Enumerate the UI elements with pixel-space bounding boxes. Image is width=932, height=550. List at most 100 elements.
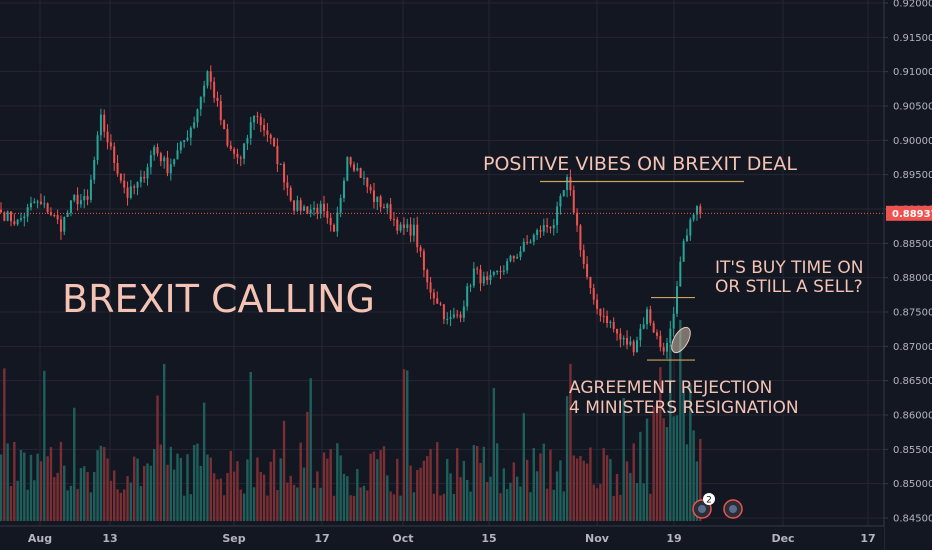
candle-body: [456, 314, 459, 316]
volume-bar: [579, 456, 582, 521]
volume-bar: [172, 469, 176, 521]
candle-body: [586, 263, 589, 277]
volume-bar: [649, 493, 652, 521]
candle-body: [632, 341, 635, 353]
time-axis-background[interactable]: [0, 526, 884, 550]
volume-bar: [432, 493, 436, 521]
volume-bar: [502, 468, 506, 521]
volume-bar: [312, 487, 316, 521]
candle-body: [63, 217, 66, 232]
candle-body: [466, 286, 469, 307]
volume-bar: [629, 472, 632, 521]
event-marker-group[interactable]: 2: [692, 493, 743, 519]
candle-body: [552, 225, 555, 229]
price-axis-background[interactable]: [884, 0, 932, 550]
volume-bar: [439, 495, 442, 521]
candle-body: [666, 342, 668, 352]
last-price-tag: [886, 205, 932, 221]
candle-body: [382, 207, 385, 209]
candle-body: [549, 227, 552, 229]
volume-bar: [222, 495, 226, 521]
candle-body: [352, 164, 355, 171]
x-tick-label: Oct: [392, 532, 413, 545]
candle-body: [146, 167, 149, 179]
volume-bar: [296, 487, 299, 521]
volume-bar: [592, 484, 595, 521]
candle-body: [416, 224, 419, 248]
candle-body: [459, 314, 462, 318]
volume-bar: [162, 363, 166, 521]
volume-bar: [356, 469, 359, 521]
volume-bar: [565, 396, 569, 521]
candle-body: [183, 140, 186, 142]
y-tick-label: 0.88500: [893, 239, 932, 250]
volume-bar: [449, 473, 452, 521]
candle-body: [279, 163, 282, 165]
volume-bar: [322, 452, 326, 521]
candle-body: [656, 332, 659, 336]
candle-body: [649, 309, 652, 324]
annotation-question-line2: OR STILL A SELL?: [715, 277, 863, 297]
candle-body: [639, 328, 642, 341]
volume-bar: [19, 450, 23, 521]
volume-bar: [106, 458, 109, 521]
candle-body: [699, 206, 702, 214]
volume-bar: [562, 491, 565, 521]
volume-bar: [602, 448, 605, 521]
volume-bar: [522, 413, 526, 521]
candle-body: [226, 128, 229, 146]
volume-bar: [555, 471, 559, 521]
volume-bar: [669, 344, 672, 521]
candle-body: [562, 190, 565, 197]
volume-bar: [199, 465, 202, 521]
event-icon-core: [698, 505, 706, 513]
volume-bar: [16, 480, 19, 521]
volume-bar: [83, 466, 86, 521]
volume-bar: [436, 442, 439, 521]
volume-bar: [209, 457, 212, 521]
candle-body: [273, 138, 276, 146]
candle-body: [472, 268, 475, 286]
volume-bar: [319, 487, 322, 521]
volume-bar: [575, 458, 579, 521]
candle-body: [109, 142, 112, 147]
candle-body: [496, 270, 499, 273]
candle-body: [412, 224, 415, 236]
volume-bar: [542, 443, 545, 521]
volume-bar: [63, 465, 66, 521]
candle-body: [3, 212, 6, 221]
candle-body: [402, 224, 405, 228]
candle-body: [599, 308, 602, 316]
candle-body: [223, 120, 226, 129]
volume-bar: [156, 395, 159, 521]
candle-body: [139, 176, 142, 183]
x-tick-label: 19: [666, 532, 681, 545]
candle-body: [129, 186, 132, 198]
candle-body: [602, 315, 605, 317]
volume-bar: [492, 387, 496, 521]
candle-body: [283, 163, 286, 183]
volume-bar: [329, 449, 332, 521]
candle-body: [349, 157, 352, 165]
volume-bar: [279, 458, 282, 521]
candle-body: [89, 179, 92, 200]
volume-bar: [472, 445, 476, 521]
volume-bar: [535, 471, 539, 521]
volume-bar: [256, 457, 259, 521]
candle-body: [516, 256, 519, 259]
annotation-title: BREXIT CALLING: [62, 277, 375, 321]
horizontal-levels: [540, 180, 744, 361]
volume-bar: [9, 486, 13, 521]
candle-body: [229, 145, 232, 149]
candle-body: [449, 317, 452, 319]
candle-body: [303, 206, 306, 211]
candle-body: [529, 241, 532, 243]
volume-bar: [282, 420, 286, 521]
volume-bar: [615, 473, 619, 521]
volume-bar: [306, 411, 309, 521]
candle-body: [556, 206, 559, 226]
candle-body: [675, 286, 678, 314]
candle-body: [49, 212, 52, 215]
time-axis-ticks: Aug 13 Sep 17 Oct 15 Nov 19 Dec 17: [28, 532, 876, 545]
